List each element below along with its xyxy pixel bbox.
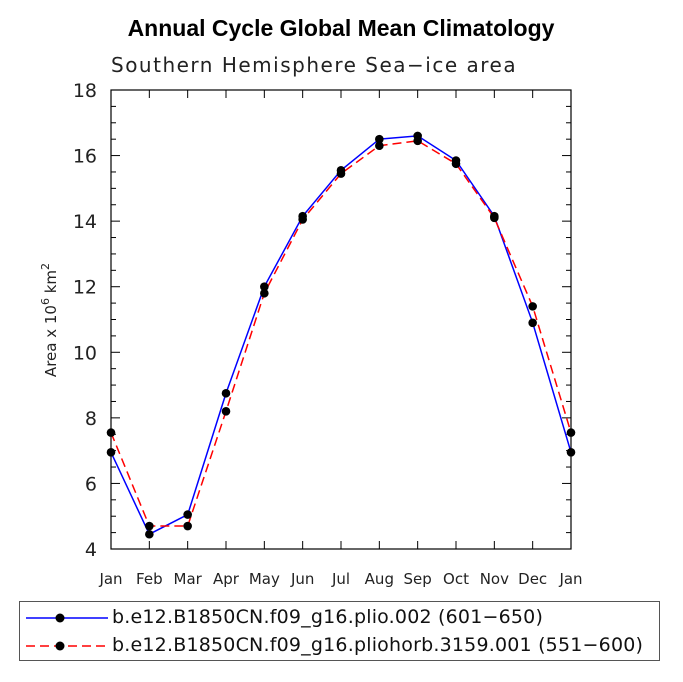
y-label-unit: km: [42, 270, 60, 293]
x-tick-label: Sep: [404, 570, 432, 588]
data-point-s0-4: [260, 282, 269, 292]
data-point-s1-1: [145, 521, 154, 531]
y-label-prefix: Area x 10: [42, 305, 60, 377]
series-line-1: [110, 140, 572, 527]
y-label-exp: 6: [39, 298, 52, 305]
data-point-s0-11: [528, 318, 537, 328]
chart-subtitle: Southern Hemisphere Sea−ice area: [111, 53, 517, 77]
y-tick-label: 12: [73, 277, 97, 299]
data-point-s1-8: [413, 136, 422, 146]
y-tick-label: 8: [85, 408, 97, 430]
chart: Annual Cycle Global Mean Climatology Sou…: [39, 15, 583, 588]
x-tick-label: Mar: [174, 570, 203, 588]
x-tick-label: May: [249, 570, 280, 588]
data-point-s0-0: [106, 447, 116, 457]
data-point-s1-11: [528, 302, 537, 311]
y-tick-label: 10: [73, 342, 97, 364]
x-tick-label: Oct: [443, 570, 469, 588]
x-tick-label: Feb: [136, 570, 163, 588]
x-tick-label: Jan: [98, 570, 122, 588]
data-point-s1-3: [221, 407, 231, 416]
data-point-s1-2: [183, 521, 192, 531]
legend-label-1: b.e12.B1850CN.f09_g16.pliohorb.3159.001 …: [112, 634, 644, 656]
x-tick-label: Aug: [365, 570, 394, 588]
data-point-s1-7: [375, 141, 384, 151]
data-point-s0-3: [221, 388, 231, 398]
data-point-s1-9: [451, 159, 461, 169]
y-tick-label: 18: [73, 80, 97, 102]
data-point-s1-5: [298, 215, 307, 224]
data-point-s1-10: [490, 213, 499, 223]
y-tick-label: 16: [73, 146, 97, 168]
chart-title: Annual Cycle Global Mean Climatology: [128, 15, 555, 41]
legend-swatch-0: [26, 613, 108, 623]
data-point-s0-1: [145, 529, 154, 539]
data-point-s1-6: [336, 169, 346, 178]
x-tick-label: Jun: [290, 570, 314, 588]
y-axis-label: Area x 106 km2: [39, 263, 60, 377]
data-point-s1-4: [260, 288, 269, 298]
legend: b.e12.B1850CN.f09_g16.plio.002 (601−650)…: [19, 601, 660, 661]
x-tick-label: Dec: [518, 570, 547, 588]
data-point-s0-12: [566, 447, 576, 457]
legend-swatch-1: [26, 641, 108, 651]
x-tick-label: Apr: [213, 570, 240, 588]
y-tick-label: 4: [85, 539, 97, 561]
legend-label-0: b.e12.B1850CN.f09_g16.plio.002 (601−650): [112, 606, 544, 628]
data-point-s1-12: [566, 428, 576, 437]
data-point-s0-2: [183, 510, 192, 519]
data-point-s1-0: [106, 428, 116, 437]
series-line-0: [110, 135, 572, 536]
data-point-s0-7: [375, 134, 384, 144]
y-tick-label: 6: [85, 473, 97, 495]
y-tick-label: 14: [73, 211, 97, 233]
series-layer: [106, 131, 576, 539]
plot-frame: [110, 89, 572, 550]
x-tick-label: Nov: [480, 570, 509, 588]
axis-ticks: Jan Feb Mar Apr May Jun Jul Aug Sep Oct Nov Dec Jan4…: [73, 80, 583, 588]
svg-text:Area x 106 km2: Area x 106 km2: [39, 263, 60, 377]
x-tick-label: Jul: [331, 570, 350, 588]
y-label-unit-exp: 2: [39, 263, 52, 270]
legend-entry-1: b.e12.B1850CN.f09_g16.pliohorb.3159.001 …: [20, 633, 659, 659]
legend-entry-0: b.e12.B1850CN.f09_g16.plio.002 (601−650): [20, 605, 659, 631]
x-tick-label: Jan: [558, 570, 582, 588]
